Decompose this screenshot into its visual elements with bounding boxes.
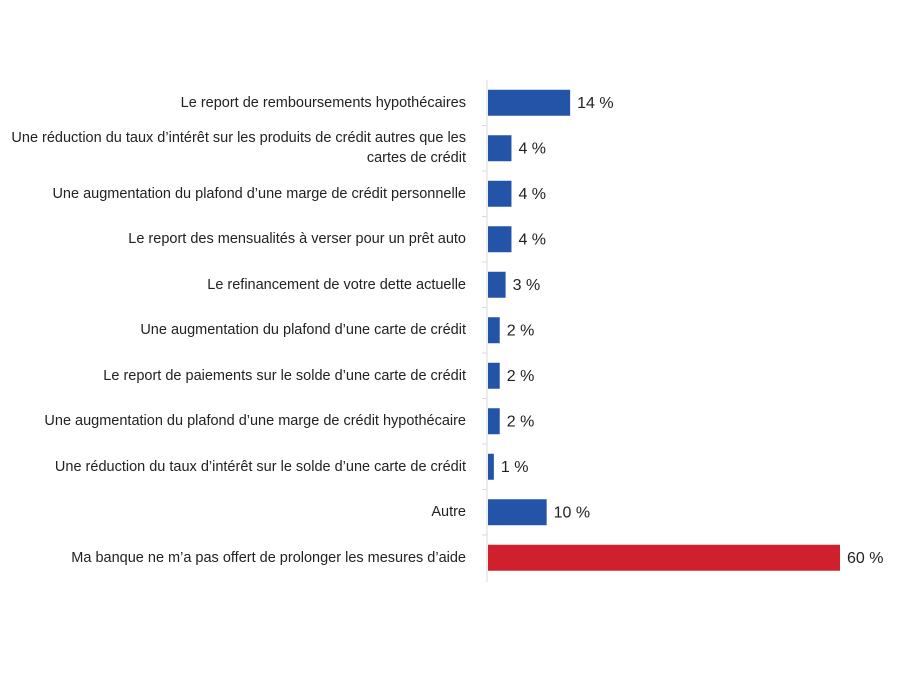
bar <box>488 499 547 526</box>
bar <box>488 362 500 389</box>
category-label: Le report des mensualités à verser pour … <box>128 231 466 248</box>
category-label: Une réduction du taux d’intérêt sur le s… <box>54 458 466 475</box>
category-label: Une augmentation du plafond d’une carte … <box>140 322 466 339</box>
value-label: 1 % <box>501 459 529 476</box>
value-label: 2 % <box>507 368 535 385</box>
bar <box>488 271 506 298</box>
category-label: Autre <box>431 504 466 521</box>
value-label: 2 % <box>507 322 535 339</box>
category-label: Le report de paiements sur le solde d’un… <box>103 367 466 384</box>
bar <box>488 180 512 207</box>
bar <box>488 408 500 435</box>
bar <box>488 89 571 116</box>
value-label: 4 % <box>518 186 546 203</box>
category-label: Le refinancement de votre dette actuelle <box>207 276 466 293</box>
value-label: 3 % <box>513 277 541 294</box>
category-label: Le report de remboursements hypothécaire… <box>180 94 466 111</box>
bar <box>488 226 512 253</box>
value-label: 4 % <box>518 140 546 157</box>
value-label: 4 % <box>518 231 546 248</box>
value-label: 2 % <box>507 413 535 430</box>
bar <box>488 135 512 162</box>
bar <box>488 317 500 344</box>
value-label: 14 % <box>577 95 613 112</box>
value-label: 10 % <box>554 504 590 521</box>
bar <box>488 453 494 480</box>
category-label: Ma banque ne m’a pas offert de prolonger… <box>71 549 466 566</box>
bar <box>488 544 840 571</box>
category-label: Une augmentation du plafond d’une marge … <box>44 413 466 430</box>
category-label: Une réduction du taux d’intérêt sur les … <box>11 130 466 167</box>
category-label: Une augmentation du plafond d’une marge … <box>52 185 466 202</box>
value-label: 60 % <box>847 550 883 567</box>
